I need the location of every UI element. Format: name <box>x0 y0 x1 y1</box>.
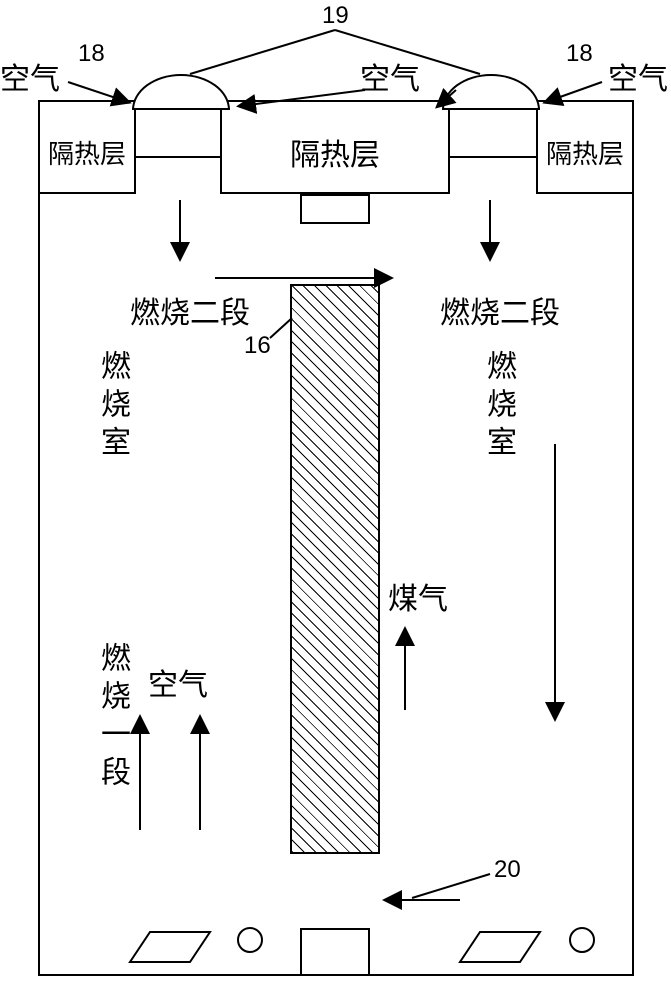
air-mid-top: 空气 <box>360 54 420 98</box>
insulation-right-label: 隔热层 <box>546 134 624 171</box>
insulation-left-label: 隔热层 <box>48 134 126 171</box>
air-right-top: 空气 <box>608 54 668 98</box>
primary-combustion-left: 燃烧一段 <box>90 642 134 794</box>
coal-gas-label: 煤气 <box>388 574 448 618</box>
bottom-block <box>300 928 370 976</box>
callout-16: 16 <box>244 332 271 360</box>
combustion-chamber-right: 燃烧室 <box>476 350 520 464</box>
combustion-chamber-left: 燃烧室 <box>90 350 134 464</box>
secondary-combustion-right: 燃烧二段 <box>440 288 560 332</box>
dome-left <box>132 74 230 110</box>
callout-18-right: 18 <box>566 40 593 68</box>
air-left-top: 空气 <box>0 54 60 98</box>
bottom-circle-right <box>569 927 595 953</box>
callout-20: 20 <box>494 856 521 884</box>
callout-18-left: 18 <box>78 40 105 68</box>
air-lower-left: 空气 <box>148 660 208 704</box>
callout-19: 19 <box>322 2 349 30</box>
insulation-mid-label: 隔热层 <box>290 130 380 174</box>
secondary-combustion-left: 燃烧二段 <box>130 288 250 332</box>
bottom-circle-left <box>237 927 263 953</box>
dome-right <box>442 74 540 110</box>
mid-stem <box>300 194 370 224</box>
center-partition <box>290 284 380 854</box>
